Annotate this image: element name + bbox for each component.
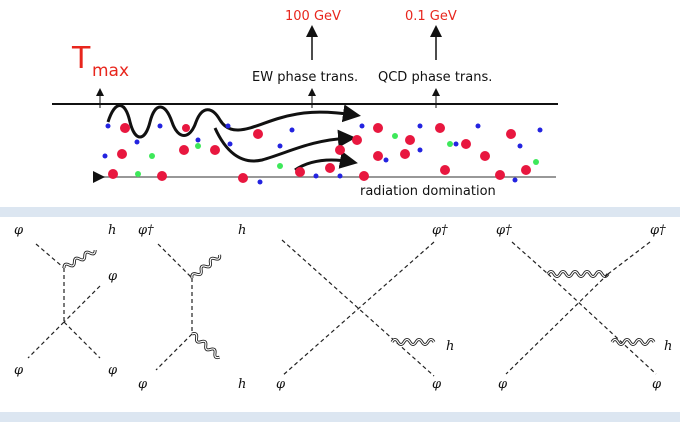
qcd-energy-label: 0.1 GeV [405,9,457,24]
wave-arrow-1 [106,104,361,139]
diagram-3-top-right-label: φ† [432,223,448,238]
feynman-diagram-3: φ† h φ φ [276,223,454,392]
tmax-label: T [71,41,91,76]
diagram-2-bottom-right-label: h [238,377,246,392]
radiation-label: radiation domination [360,184,496,199]
diagram-4-bottom-left-label: φ [498,377,508,392]
feynman-diagram-2: φ† h φ h [138,223,246,392]
feynman-diagram-4: φ† φ† h φ φ [496,223,672,392]
feynman-diagram-1: φ h φ φ φ [14,223,118,378]
diagram-1-bottom-right-label: φ [108,363,118,378]
ew-energy-label: 100 GeV [285,9,341,24]
diagram-3-bottom-left-label: φ [276,377,286,392]
diagram-2-top-right-label: h [238,223,246,238]
feynman-diagrams: φ h φ φ φ φ† h φ h φ† h φ φ [14,223,672,392]
timeline-diagram: T max 100 GeV 0.1 GeV EW phase trans. QC… [52,9,558,199]
diagram-2-top-left-label: φ† [138,223,154,238]
diagram-1-middle-right-label: φ [108,269,118,284]
diagram-3-bottom-right-label: φ [432,377,442,392]
ew-phase-label: EW phase trans. [252,70,358,85]
qcd-phase-label: QCD phase trans. [378,70,492,85]
separator-band-bottom [0,412,680,422]
particles [102,123,543,185]
diagram-2-bottom-left-label: φ [138,377,148,392]
separator-band-top [0,207,680,217]
diagram-4-bottom-right-label: φ [652,377,662,392]
diagram-4-top-left-label: φ† [496,223,512,238]
diagram-1-top-right-label: h [108,223,116,238]
diagram-1-top-left-label: φ [14,223,24,238]
tmax-subscript: max [92,61,129,81]
diagram-1-bottom-left-label: φ [14,363,24,378]
diagram-4-middle-right-label: h [664,339,672,354]
wave-arrow-2 [213,127,356,163]
diagram-3-middle-right-label: h [446,339,454,354]
diagram-4-top-right-label: φ† [650,223,666,238]
